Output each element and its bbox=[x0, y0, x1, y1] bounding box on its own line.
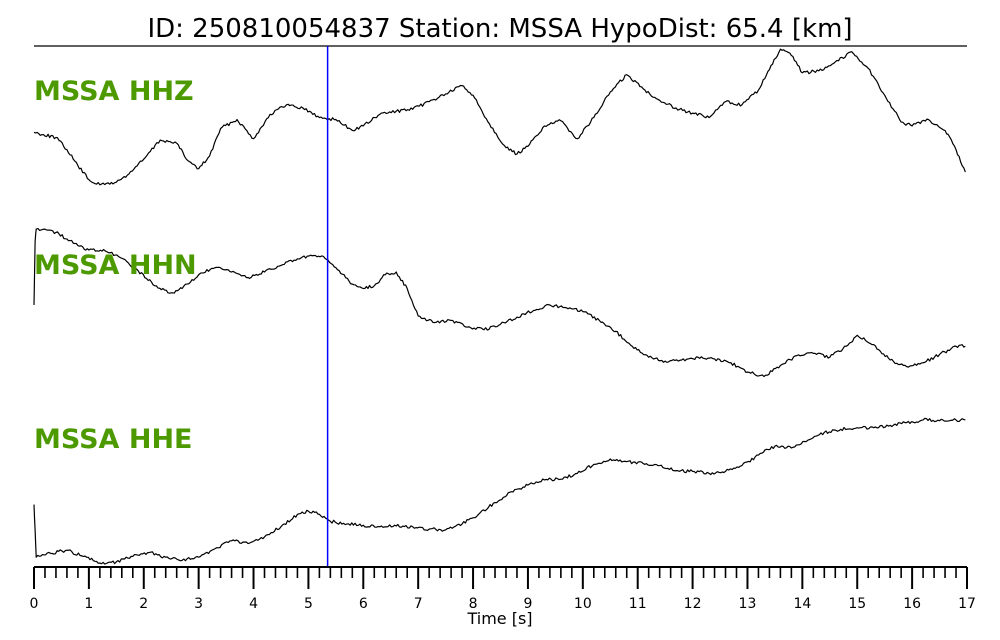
tick-label: 5 bbox=[304, 596, 313, 612]
channel-labels-layer: MSSA HHZ MSSA HHN MSSA HHE bbox=[34, 76, 197, 455]
tick-label: 0 bbox=[30, 596, 39, 612]
tick-label: 16 bbox=[903, 596, 921, 612]
x-axis-label: Time [s] bbox=[466, 609, 532, 628]
trace-mssa-hhe bbox=[33, 417, 966, 565]
tick-label: 3 bbox=[194, 596, 203, 612]
channel-label-mssa-hhn: MSSA HHN bbox=[34, 250, 197, 281]
time-axis: 0 1 2 3 4 5 6 7 8 9 10 11 12 13 14 15 16 17 bbox=[30, 566, 976, 612]
tick-label: 4 bbox=[249, 596, 258, 612]
traces-layer bbox=[33, 48, 966, 565]
tick-label: 6 bbox=[359, 596, 368, 612]
tick-label: 15 bbox=[848, 596, 866, 612]
tick-label: 17 bbox=[958, 596, 976, 612]
tick-label: 7 bbox=[414, 596, 423, 612]
chart-title: ID: 250810054837 Station: MSSA HypoDist:… bbox=[147, 14, 852, 44]
tick-label: 1 bbox=[84, 596, 93, 612]
tick-label: 13 bbox=[739, 596, 757, 612]
tick-label: 10 bbox=[574, 596, 592, 612]
tick-label: 9 bbox=[523, 596, 532, 612]
channel-label-mssa-hhe: MSSA HHE bbox=[34, 424, 192, 455]
tick-label: 2 bbox=[139, 596, 148, 612]
channel-label-mssa-hhz: MSSA HHZ bbox=[34, 76, 194, 107]
trace-mssa-hhn bbox=[33, 227, 966, 378]
tick-label: 12 bbox=[684, 596, 702, 612]
tick-label: 8 bbox=[469, 596, 478, 612]
tick-label: 11 bbox=[629, 596, 647, 612]
tick-label: 14 bbox=[793, 596, 811, 612]
trace-mssa-hhz bbox=[33, 48, 966, 186]
